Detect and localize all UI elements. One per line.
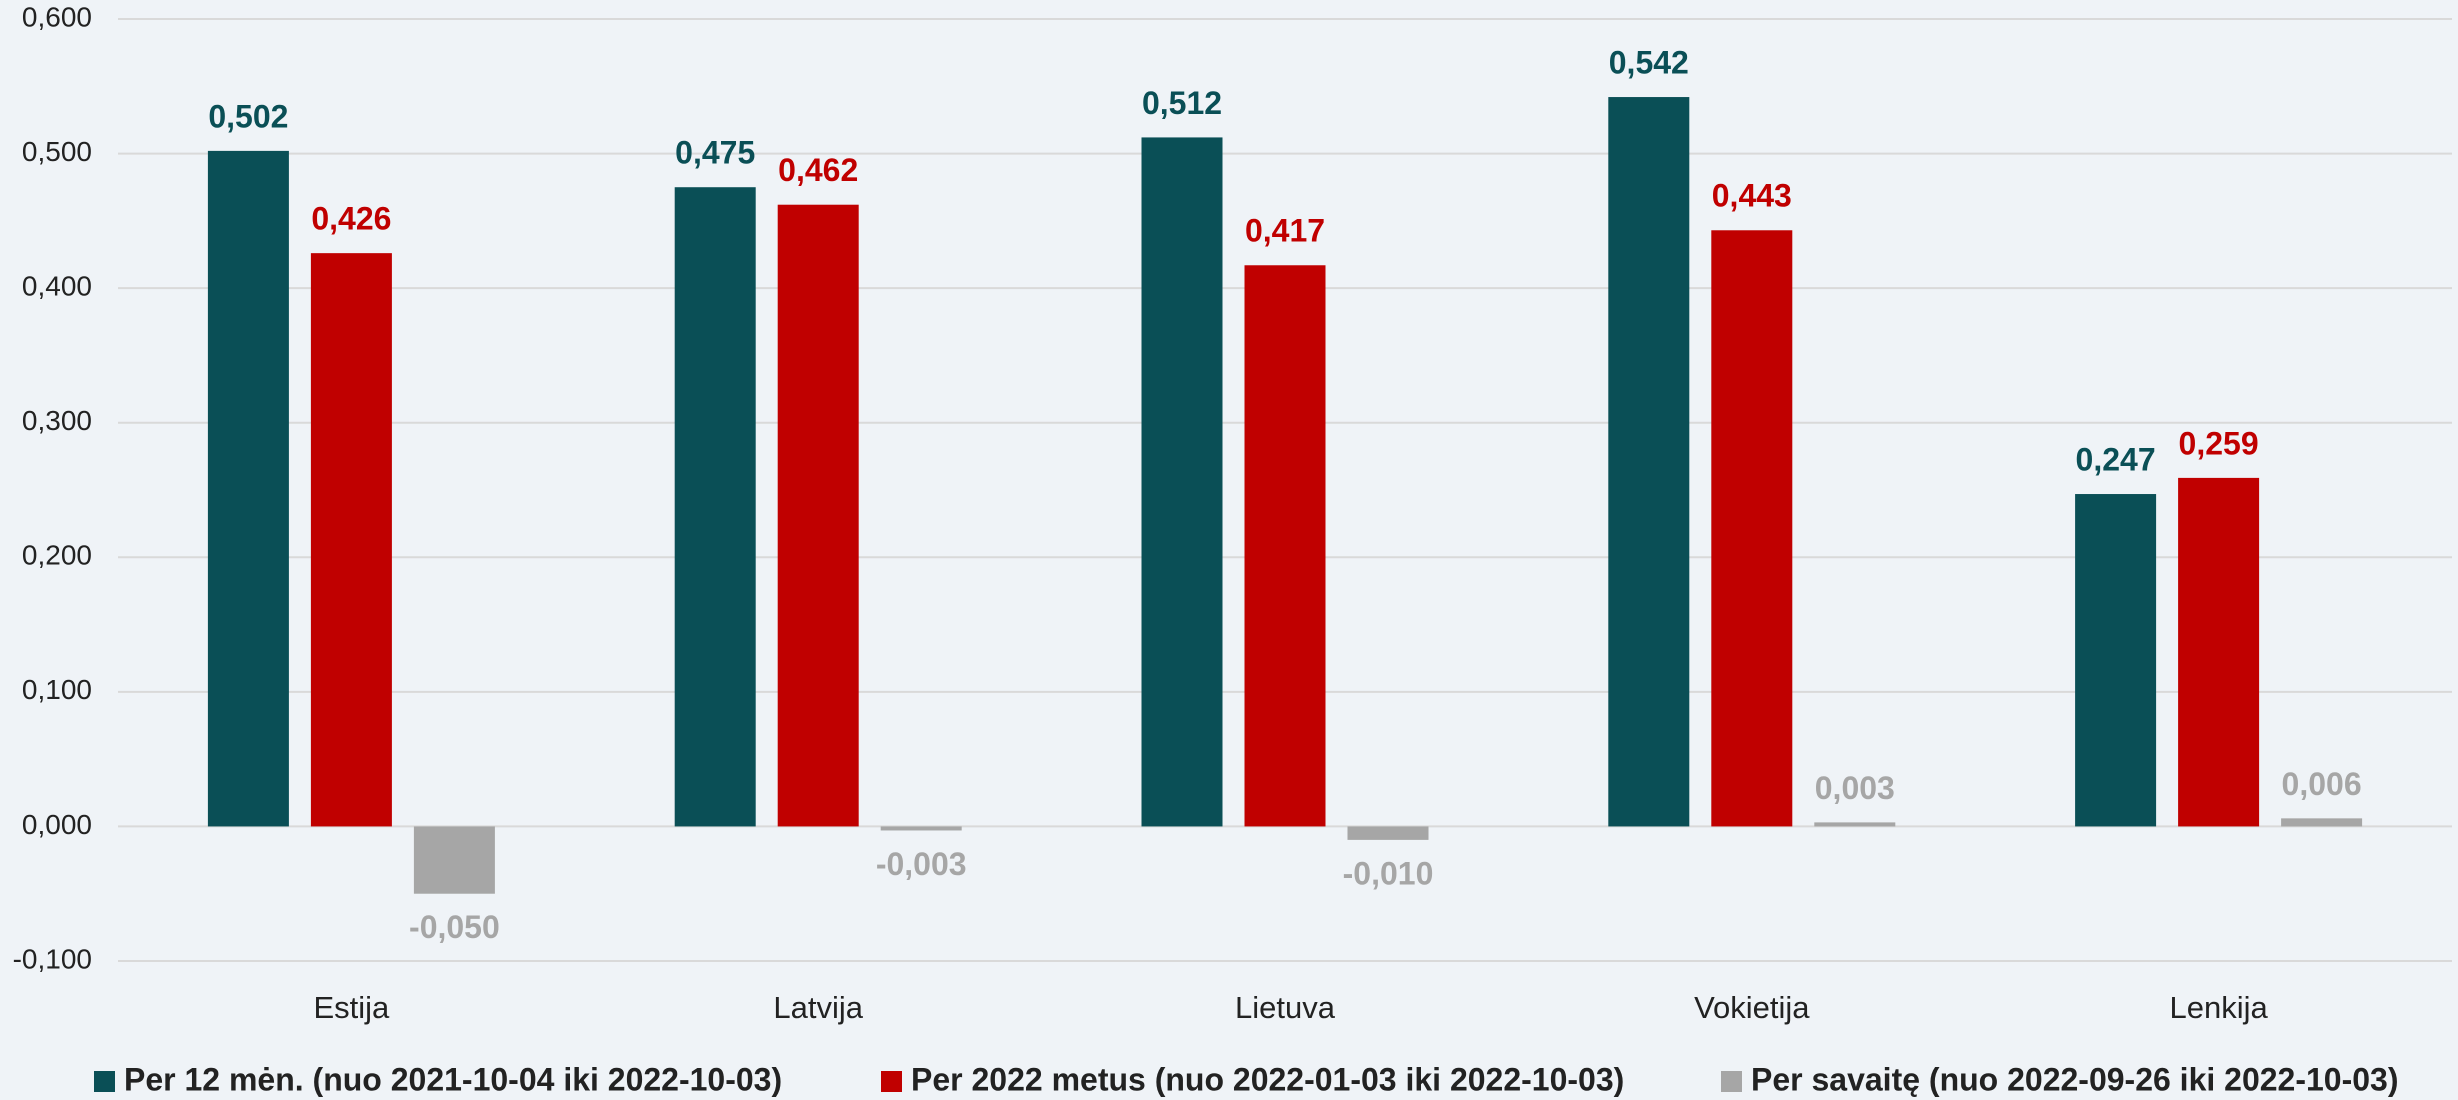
- value-label: 0,443: [1712, 178, 1792, 214]
- y-tick-label: -0,100: [13, 943, 92, 974]
- y-tick-label: 0,400: [22, 271, 92, 302]
- legend-swatch: [94, 1071, 115, 1092]
- value-label: 0,542: [1609, 45, 1689, 81]
- bar: [207, 150, 289, 827]
- value-label: 0,247: [2076, 441, 2156, 477]
- value-label: 0,006: [2282, 766, 2362, 802]
- bar: [1244, 265, 1326, 827]
- x-tick-label: Estija: [313, 990, 390, 1025]
- value-label: -0,003: [876, 846, 967, 882]
- bar: [777, 204, 859, 827]
- bar: [2178, 477, 2260, 827]
- legend-label: Per 2022 metus (nuo 2022-01-03 iki 2022-…: [911, 1061, 1624, 1097]
- value-label: 0,502: [208, 98, 288, 134]
- y-tick-label: 0,000: [22, 809, 92, 840]
- bar: [880, 826, 962, 831]
- bar: [413, 826, 495, 894]
- bar: [2281, 818, 2363, 827]
- bar: [674, 187, 756, 827]
- value-label: -0,010: [1343, 855, 1434, 891]
- y-tick-label: 0,600: [22, 1, 92, 32]
- y-tick-label: 0,500: [22, 136, 92, 167]
- y-tick-label: 0,100: [22, 674, 92, 705]
- x-tick-label: Vokietija: [1694, 990, 1810, 1025]
- bar: [310, 253, 392, 827]
- value-label: 0,003: [1815, 770, 1895, 806]
- legend-label: Per savaitę (nuo 2022-09-26 iki 2022-10-…: [1751, 1061, 2398, 1097]
- bar: [1814, 822, 1896, 827]
- value-label: -0,050: [409, 909, 500, 945]
- y-tick-label: 0,200: [22, 540, 92, 571]
- x-tick-label: Lietuva: [1235, 990, 1336, 1025]
- bar: [1347, 826, 1429, 840]
- bar: [1141, 137, 1223, 827]
- legend-swatch: [881, 1071, 902, 1092]
- bar: [2075, 494, 2157, 827]
- legend-swatch: [1721, 1071, 1742, 1092]
- x-tick-label: Lenkija: [2169, 990, 2268, 1025]
- bar: [1608, 97, 1690, 827]
- value-label: 0,259: [2179, 425, 2259, 461]
- value-label: 0,512: [1142, 85, 1222, 121]
- value-label: 0,462: [778, 152, 858, 188]
- legend-label: Per 12 mėn. (nuo 2021-10-04 iki 2022-10-…: [124, 1061, 782, 1097]
- value-label: 0,417: [1245, 213, 1325, 249]
- x-tick-label: Latvija: [773, 990, 863, 1025]
- value-label: 0,475: [675, 135, 755, 171]
- y-tick-label: 0,300: [22, 405, 92, 436]
- bar: [1711, 230, 1793, 827]
- value-label: 0,426: [311, 201, 391, 237]
